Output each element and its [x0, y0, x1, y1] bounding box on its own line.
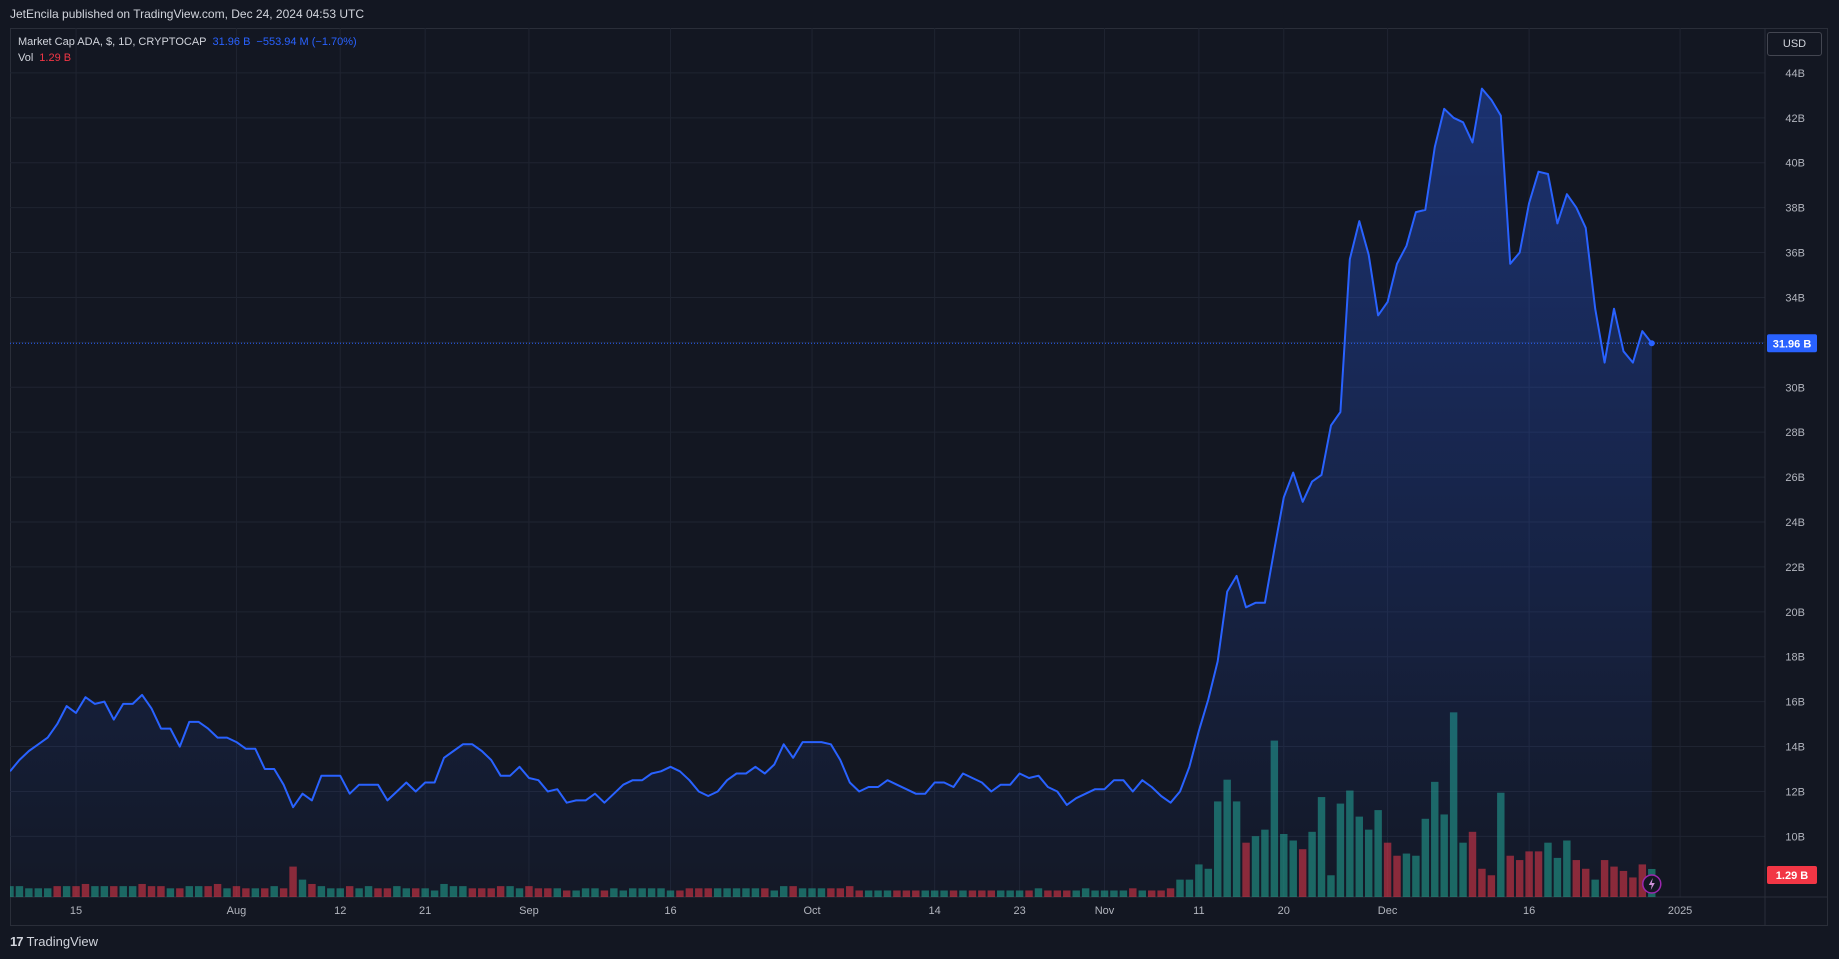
- chart-legend: Market Cap ADA, $, 1D, CRYPTOCAP 31.96 B…: [18, 34, 357, 66]
- y-tick-label: 24B: [1785, 517, 1805, 529]
- lightning-icon[interactable]: [1642, 874, 1662, 894]
- y-tick-label: 12B: [1785, 786, 1805, 798]
- tradingview-logo-icon: 17: [10, 933, 24, 949]
- last-volume-tag: [1767, 866, 1817, 884]
- symbol-label[interactable]: Market Cap ADA, $, 1D, CRYPTOCAP: [18, 36, 207, 48]
- last-value: 31.96 B: [212, 36, 251, 48]
- y-tick-label: 34B: [1785, 292, 1805, 304]
- x-tick-label: 23: [1013, 905, 1025, 917]
- x-tick-label: 15: [70, 905, 82, 917]
- x-tick-label: 16: [664, 905, 676, 917]
- last-price-label: 31.96 B: [1773, 338, 1812, 350]
- x-tick-label: Dec: [1378, 905, 1398, 917]
- x-tick-label: Sep: [519, 905, 539, 917]
- x-tick-label: 20: [1278, 905, 1290, 917]
- tradingview-brand[interactable]: 17 TradingView: [10, 930, 98, 952]
- x-tick-label: 12: [334, 905, 346, 917]
- price-area-fill: [10, 88, 1652, 898]
- last-price-dot: [1648, 340, 1655, 347]
- x-tick-label: 21: [419, 905, 431, 917]
- volume-label[interactable]: Vol: [18, 52, 34, 64]
- y-tick-label: 22B: [1785, 562, 1805, 574]
- volume-value: 1.29 B: [39, 52, 72, 64]
- x-tick-label: Nov: [1095, 905, 1115, 917]
- price-line: [10, 87, 1653, 809]
- currency-selector[interactable]: USD: [1767, 32, 1822, 56]
- y-tick-label: 16B: [1785, 697, 1805, 709]
- y-tick-label: 28B: [1785, 427, 1805, 439]
- y-tick-label: 42B: [1785, 113, 1805, 125]
- y-tick-label: 38B: [1785, 203, 1805, 215]
- y-tick-label: 14B: [1785, 742, 1805, 754]
- x-tick-label: Aug: [227, 905, 247, 917]
- y-tick-label: 18B: [1785, 652, 1805, 664]
- brand-name: TradingView: [26, 933, 99, 949]
- last-volume-label: 1.29 B: [1776, 870, 1808, 882]
- y-tick-label: 26B: [1785, 472, 1805, 484]
- y-tick-label: 10B: [1785, 831, 1805, 843]
- published-line: JetEncila published on TradingView.com, …: [10, 7, 364, 21]
- x-tick-label: 16: [1523, 905, 1535, 917]
- last-price-tag: [1767, 334, 1817, 353]
- x-tick-label: 2025: [1668, 905, 1692, 917]
- chart-canvas[interactable]: 10B12B14B16B18B20B22B24B26B28B30B32B34B3…: [10, 28, 1828, 926]
- y-tick-label: 40B: [1785, 158, 1805, 170]
- y-tick-label: 20B: [1785, 607, 1805, 619]
- y-tick-label: 44B: [1785, 68, 1805, 80]
- x-tick-label: 14: [929, 905, 941, 917]
- x-tick-label: 11: [1193, 905, 1204, 917]
- y-tick-label: 36B: [1785, 248, 1805, 260]
- y-tick-label: 30B: [1785, 382, 1805, 394]
- change-value: −553.94 M (−1.70%): [256, 36, 357, 48]
- x-tick-label: Oct: [803, 905, 820, 917]
